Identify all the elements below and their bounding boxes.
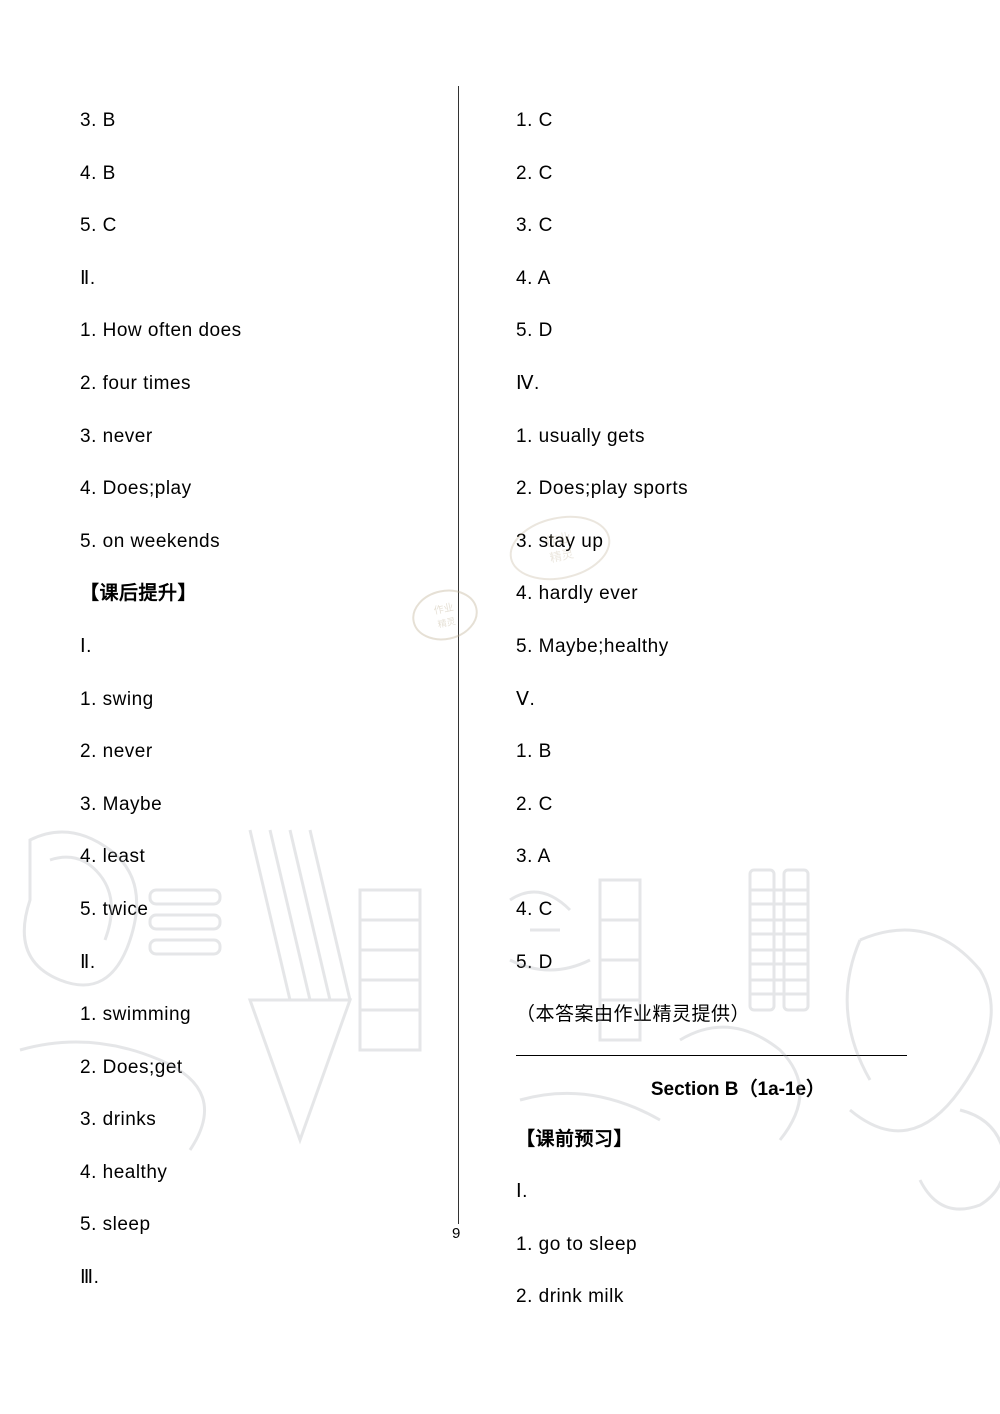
answer-item: 2. C bbox=[516, 161, 960, 188]
section-label: Ⅰ. bbox=[80, 634, 460, 661]
section-label: Ⅳ. bbox=[516, 371, 960, 398]
answer-item: 4. healthy bbox=[80, 1160, 460, 1187]
section-label: Ⅰ. bbox=[516, 1179, 960, 1206]
answer-item: 5. sleep bbox=[80, 1212, 460, 1239]
heading-khtS: 【课后提升】 bbox=[80, 581, 460, 608]
answer-item: 4. C bbox=[516, 897, 960, 924]
page-number: 9 bbox=[452, 1225, 460, 1242]
credit-text: （本答案由作业精灵提供） bbox=[516, 1002, 960, 1029]
answer-item: 5. on weekends bbox=[80, 529, 460, 556]
answer-item: 3. never bbox=[80, 424, 460, 451]
answer-item: 1. go to sleep bbox=[516, 1232, 960, 1259]
answer-item: 2. drink milk bbox=[516, 1284, 960, 1311]
answer-item: 3. A bbox=[516, 844, 960, 871]
answer-item: 1. B bbox=[516, 739, 960, 766]
answer-item: 4. B bbox=[80, 161, 460, 188]
answer-item: 4. hardly ever bbox=[516, 581, 960, 608]
section-label: Ⅲ. bbox=[80, 1265, 460, 1292]
answer-item: 2. four times bbox=[80, 371, 460, 398]
section-label: Ⅱ. bbox=[80, 950, 460, 977]
answer-item: 5. twice bbox=[80, 897, 460, 924]
answer-item: 1. swimming bbox=[80, 1002, 460, 1029]
answer-item: 1. How often does bbox=[80, 318, 460, 345]
answer-item: 5. D bbox=[516, 950, 960, 977]
answer-item: 1. swing bbox=[80, 687, 460, 714]
answer-item: 3. stay up bbox=[516, 529, 960, 556]
left-column: 3. B 4. B 5. C Ⅱ. 1. How often does 2. f… bbox=[0, 108, 500, 1414]
column-divider bbox=[458, 86, 459, 1224]
heading-kqyx: 【课前预习】 bbox=[516, 1127, 960, 1154]
answer-item: 5. C bbox=[80, 213, 460, 240]
answer-item: 3. Maybe bbox=[80, 792, 460, 819]
right-column: 1. C 2. C 3. C 4. A 5. D Ⅳ. 1. usually g… bbox=[500, 108, 1000, 1414]
answer-item: 1. C bbox=[516, 108, 960, 135]
answer-item: 5. Maybe;healthy bbox=[516, 634, 960, 661]
section-label: Ⅱ. bbox=[80, 266, 460, 293]
answer-item: 4. A bbox=[516, 266, 960, 293]
answer-item: 5. D bbox=[516, 318, 960, 345]
answer-item: 2. Does;play sports bbox=[516, 476, 960, 503]
answer-item: 3. C bbox=[516, 213, 960, 240]
section-b-title: Section B（1a-1e） bbox=[516, 1074, 960, 1101]
section-divider bbox=[516, 1055, 907, 1056]
answer-item: 2. Does;get bbox=[80, 1055, 460, 1082]
answer-item: 4. least bbox=[80, 844, 460, 871]
answer-item: 3. B bbox=[80, 108, 460, 135]
answer-item: 3. drinks bbox=[80, 1107, 460, 1134]
answer-item: 4. Does;play bbox=[80, 476, 460, 503]
answer-item: 1. usually gets bbox=[516, 424, 960, 451]
answer-item: 2. never bbox=[80, 739, 460, 766]
answer-item: 2. C bbox=[516, 792, 960, 819]
section-label: Ⅴ. bbox=[516, 687, 960, 714]
